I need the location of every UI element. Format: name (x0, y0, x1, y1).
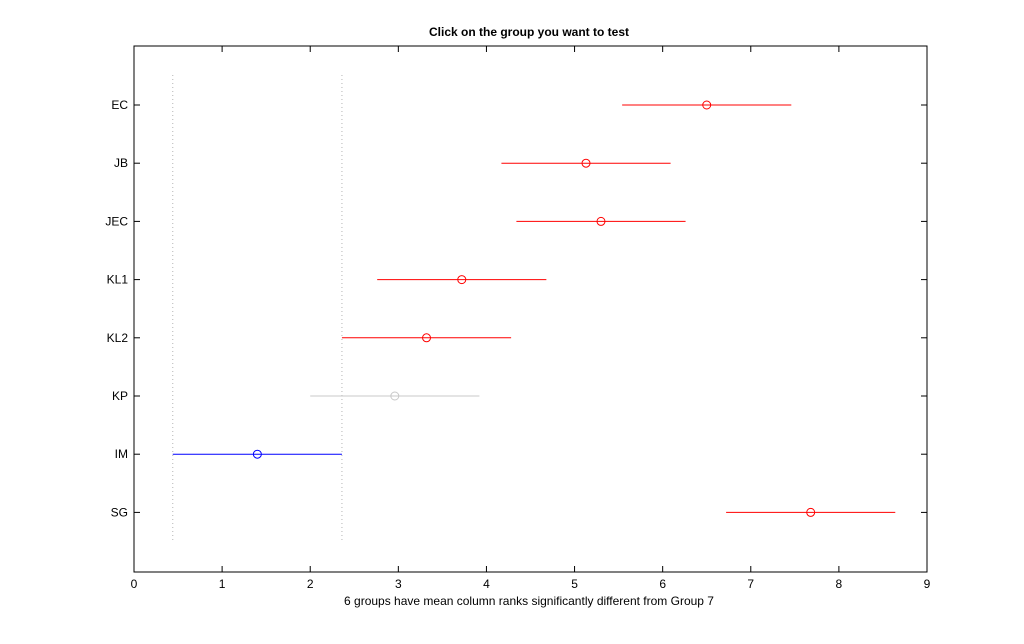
mean-marker-jec[interactable] (596, 216, 606, 226)
group-intervals[interactable] (172, 100, 896, 517)
y-tick-label-kp: KP (112, 389, 128, 403)
mean-marker-ec[interactable] (702, 100, 712, 110)
x-tick-label: 4 (483, 577, 490, 591)
x-tick-label: 9 (924, 577, 931, 591)
mean-marker-kp[interactable] (390, 391, 400, 401)
chart-title: Click on the group you want to test (429, 25, 629, 39)
plot-area[interactable] (133, 45, 928, 573)
x-axis: 0 1 2 3 4 5 6 7 8 9 (131, 46, 931, 591)
y-tick-label-jec: JEC (105, 214, 128, 228)
x-tick-label: 1 (219, 577, 226, 591)
mean-marker-kl2[interactable] (422, 333, 432, 343)
x-tick-label: 7 (747, 577, 754, 591)
x-tick-label: 6 (659, 577, 666, 591)
group-kl1[interactable] (377, 275, 547, 285)
y-tick-label-ec: EC (111, 98, 128, 112)
x-tick-label: 8 (836, 577, 843, 591)
mean-marker-sg[interactable] (806, 507, 816, 517)
y-tick-label-jb: JB (114, 156, 128, 170)
group-kl2[interactable] (341, 333, 512, 343)
x-tick-label: 0 (131, 577, 138, 591)
y-tick-label-kl2: KL2 (107, 331, 129, 345)
group-ec[interactable] (622, 100, 792, 110)
mean-marker-jb[interactable] (581, 158, 591, 168)
mean-marker-kl1[interactable] (457, 275, 467, 285)
mean-marker-im[interactable] (252, 449, 262, 459)
group-im[interactable] (172, 449, 342, 459)
x-tick-label: 3 (395, 577, 402, 591)
group-jec[interactable] (516, 216, 686, 226)
y-tick-label-kl1: KL1 (107, 273, 129, 287)
y-axis: EC JB JEC KL1 KL2 KP IM SG (105, 98, 927, 519)
group-kp[interactable] (310, 391, 480, 401)
group-jb[interactable] (501, 158, 671, 168)
y-tick-label-im: IM (115, 447, 128, 461)
x-tick-label: 2 (307, 577, 314, 591)
y-tick-label-sg: SG (111, 505, 128, 519)
x-axis-label: 6 groups have mean column ranks signific… (344, 594, 714, 608)
group-sg[interactable] (726, 507, 896, 517)
x-tick-label: 5 (571, 577, 578, 591)
